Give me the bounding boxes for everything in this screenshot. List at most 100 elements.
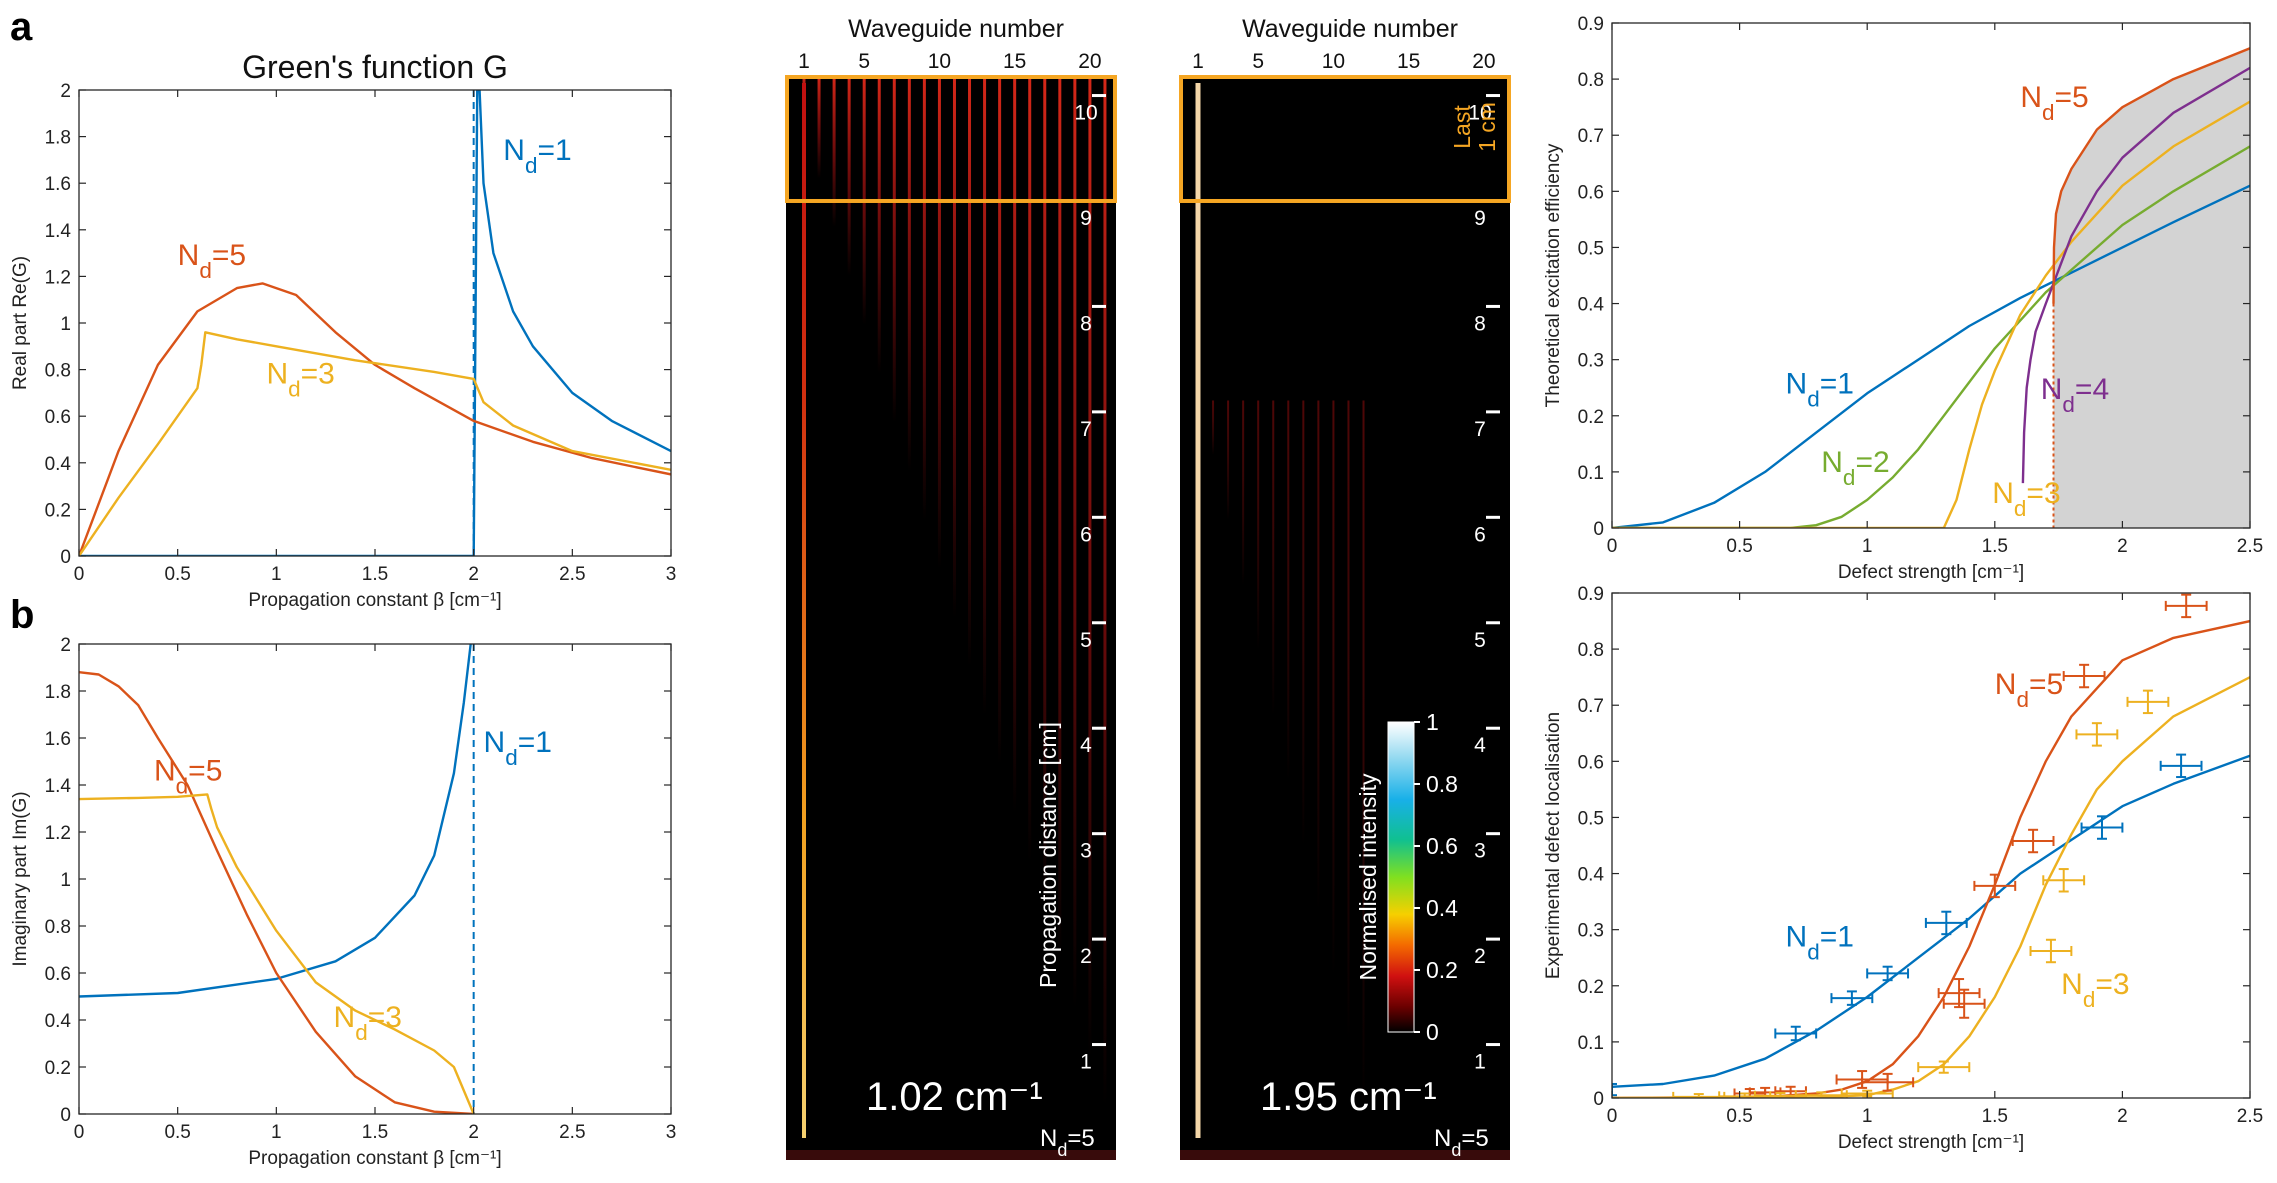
x-tick-label: 0 <box>74 1122 85 1143</box>
distance-tick-label: 3 <box>1080 840 1092 863</box>
waveguide-intensity <box>817 75 821 179</box>
distance-tick-label: 8 <box>1474 312 1486 335</box>
series-line <box>79 282 671 556</box>
data-point <box>1917 1060 1971 1074</box>
distance-tick-label: 5 <box>1080 629 1092 652</box>
data-point <box>1774 1025 1818 1042</box>
colorbar: 0 0.2 0.4 0.6 0.8 1 Normalised intensity <box>1355 709 1458 1045</box>
y-tick-label: 1.6 <box>45 729 71 750</box>
plot-area <box>1612 593 2250 1098</box>
x-tick-label: 1 <box>271 564 282 585</box>
axes-frame <box>1611 592 2251 1099</box>
waveguide-tick-label: 10 <box>1322 50 1345 73</box>
x-tick-label: 2.5 <box>559 1122 585 1143</box>
data-point <box>1794 1090 1848 1098</box>
waveguide-intensity <box>1058 75 1062 960</box>
y-tick-label: 1 <box>60 870 71 891</box>
distance-tick-label: 7 <box>1474 418 1486 441</box>
waveguide-intensity <box>937 75 941 569</box>
defect-strength-label: 1.02 cm⁻¹ <box>866 1075 1043 1119</box>
waveguide-tick-label: 15 <box>1003 50 1026 73</box>
distance-tick-label: 9 <box>1080 207 1092 230</box>
distance-tick-label: 4 <box>1080 734 1092 757</box>
waveguide-intensity <box>1242 400 1245 585</box>
y-tick-label: 0.4 <box>45 454 72 475</box>
distance-tick-label: 9 <box>1474 207 1486 230</box>
y-tick-label: 1.6 <box>45 174 71 195</box>
series-line <box>1612 754 2250 1088</box>
x-tick-label: 0 <box>1607 536 1618 557</box>
box-label: 1 cm <box>1474 102 1500 152</box>
plot-background <box>1612 593 2250 1098</box>
distance-tick-label: 6 <box>1474 523 1486 546</box>
plot-background <box>79 644 671 1114</box>
colorbar-tick-label: 0.2 <box>1426 957 1458 983</box>
x-tick-label: 1 <box>1862 1106 1873 1127</box>
waveguide-intensity <box>1362 400 1365 1106</box>
chart-theory: 0 0.5 1 1.5 2 2.5 0 0.1 0.2 0.3 0.4 0.5 0.6 0.7 0.8 0.9… <box>1543 14 2263 583</box>
plot-background <box>79 90 671 556</box>
x-tick-label: 2 <box>468 1122 479 1143</box>
data-point <box>2164 593 2208 619</box>
x-tick-label: 0.5 <box>1726 1106 1752 1127</box>
y-tick-label: 1.4 <box>45 221 72 242</box>
x-tick-label: 2.5 <box>2237 536 2263 557</box>
x-tick-label: 2.5 <box>2237 1106 2263 1127</box>
y-tick-label: 0.6 <box>45 964 71 985</box>
axis-ticks <box>1611 592 2251 1099</box>
y-tick-label: 0.6 <box>45 407 71 428</box>
waveguide-intensity <box>892 75 896 423</box>
distance-tick-label: 4 <box>1474 734 1486 757</box>
x-tick-label: 2 <box>468 564 479 585</box>
data-point <box>2159 753 2203 779</box>
waveguide-intensity <box>1073 75 1077 1009</box>
y-tick-label: 0.8 <box>45 361 71 382</box>
data-point <box>1973 873 2017 899</box>
data-point <box>1942 988 1986 1019</box>
y-tick-label: 0.6 <box>1578 182 1604 203</box>
y-axis-label: Theoretical excitation efficiency <box>1543 143 1564 407</box>
defect-waveguide <box>802 83 806 1138</box>
data-point <box>1612 1082 1617 1097</box>
series-line <box>2052 47 2250 304</box>
chart-imagG: 0 0.5 1 1.5 2 2.5 3 0 0.2 0.4 0.6 0.8 1 1.2 1.4 1.6 1.8 2… <box>10 635 676 1169</box>
x-tick-label: 0.5 <box>164 564 190 585</box>
waveguide-intensity <box>1212 400 1215 455</box>
waveguide-tick-label: 1 <box>1192 50 1204 73</box>
waveguide-tick-label: 1 <box>798 50 810 73</box>
waveguide-tick-label: 5 <box>858 50 870 73</box>
y-axis-label: Real part Re(G) <box>10 256 31 390</box>
data-point <box>2126 689 2170 715</box>
y-tick-label: 2 <box>60 81 71 102</box>
last-cm-box <box>785 75 1117 203</box>
x-tick-label: 0.5 <box>164 1122 190 1143</box>
x-tick-label: 0.5 <box>1726 536 1752 557</box>
chart-title: Green's function G <box>242 49 508 85</box>
y-tick-label: 0 <box>60 547 71 568</box>
y-tick-label: 1.8 <box>45 128 71 149</box>
colorbar-tick-label: 0.4 <box>1426 895 1458 921</box>
data-point <box>1866 965 1910 982</box>
y-tick-label: 0.8 <box>1578 640 1604 661</box>
colorbar-tick-label: 0.6 <box>1426 833 1458 859</box>
shaded-region <box>2053 48 2250 528</box>
waveguide-intensity <box>1043 75 1047 911</box>
series-line <box>79 671 474 1114</box>
x-tick-label: 3 <box>666 564 677 585</box>
y-tick-label: 1.2 <box>45 823 71 844</box>
data-point <box>1937 978 1981 1009</box>
y-tick-label: 0.4 <box>45 1011 72 1032</box>
y-tick-label: 0.5 <box>1578 238 1604 259</box>
series-line <box>2021 66 2250 484</box>
y-tick-label: 0 <box>1593 1089 1604 1110</box>
series-line <box>1612 145 2250 528</box>
y-tick-label: 0.7 <box>1578 696 1604 717</box>
y-tick-label: 0.6 <box>1578 752 1604 773</box>
axis-ticks <box>1611 22 2251 529</box>
waveguide-intensity <box>832 75 836 227</box>
series-line <box>79 90 671 556</box>
axes-frame <box>1611 22 2251 529</box>
box-label: Last <box>1449 105 1475 149</box>
distance-tick-label: 1 <box>1474 1051 1486 1074</box>
waveguide-intensity <box>907 75 911 472</box>
